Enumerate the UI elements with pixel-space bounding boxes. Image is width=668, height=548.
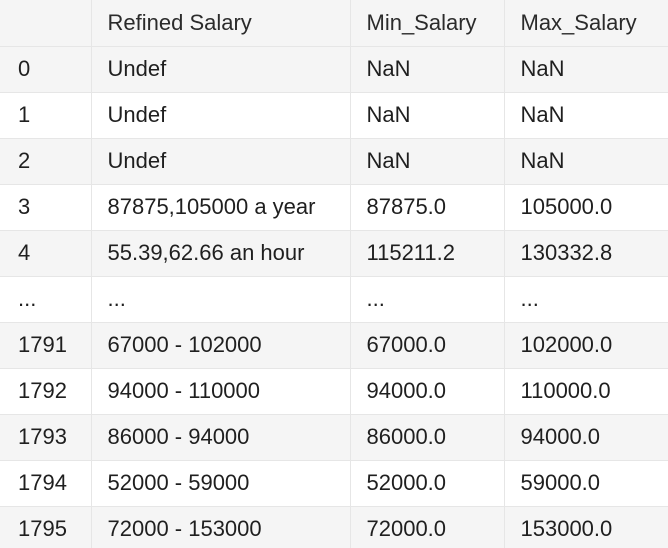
table-row: 1791 67000 - 102000 67000.0 102000.0 <box>0 322 668 369</box>
min-salary-cell: 86000.0 <box>350 414 505 461</box>
refined-salary-cell: 86000 - 94000 <box>91 414 351 461</box>
table-row: 1795 72000 - 153000 72000.0 153000.0 <box>0 506 668 548</box>
table-row: 2 Undef NaN NaN <box>0 138 668 185</box>
table-row: 1792 94000 - 110000 94000.0 110000.0 <box>0 368 668 415</box>
refined-salary-cell: 52000 - 59000 <box>91 460 351 507</box>
refined-salary-cell: 67000 - 102000 <box>91 322 351 369</box>
min-salary-cell: 72000.0 <box>350 506 505 548</box>
table-row: 1 Undef NaN NaN <box>0 92 668 139</box>
max-salary-cell: 153000.0 <box>504 506 668 548</box>
table-body: 0 Undef NaN NaN 1 Undef NaN NaN 2 Undef … <box>0 46 668 548</box>
row-index: ... <box>0 276 92 323</box>
table-header: Refined Salary Min_Salary Max_Salary <box>0 0 668 47</box>
index-header <box>0 0 92 47</box>
refined-salary-cell: 94000 - 110000 <box>91 368 351 415</box>
column-header-min-salary: Min_Salary <box>350 0 505 47</box>
column-header-refined-salary: Refined Salary <box>91 0 351 47</box>
max-salary-cell: 130332.8 <box>504 230 668 277</box>
header-row: Refined Salary Min_Salary Max_Salary <box>0 0 668 47</box>
max-salary-cell: NaN <box>504 92 668 139</box>
row-index: 4 <box>0 230 92 277</box>
max-salary-cell: ... <box>504 276 668 323</box>
row-index: 2 <box>0 138 92 185</box>
row-index: 1792 <box>0 368 92 415</box>
min-salary-cell: NaN <box>350 138 505 185</box>
table-row: 0 Undef NaN NaN <box>0 46 668 93</box>
table-row: 4 55.39,62.66 an hour 115211.2 130332.8 <box>0 230 668 277</box>
min-salary-cell: ... <box>350 276 505 323</box>
row-index: 3 <box>0 184 92 231</box>
min-salary-cell: NaN <box>350 92 505 139</box>
max-salary-cell: 105000.0 <box>504 184 668 231</box>
min-salary-cell: 52000.0 <box>350 460 505 507</box>
row-index: 0 <box>0 46 92 93</box>
row-index: 1795 <box>0 506 92 548</box>
min-salary-cell: 115211.2 <box>350 230 505 277</box>
max-salary-cell: 102000.0 <box>504 322 668 369</box>
row-index: 1793 <box>0 414 92 461</box>
max-salary-cell: 94000.0 <box>504 414 668 461</box>
table-row: 1793 86000 - 94000 86000.0 94000.0 <box>0 414 668 461</box>
min-salary-cell: 87875.0 <box>350 184 505 231</box>
refined-salary-cell: Undef <box>91 92 351 139</box>
refined-salary-cell: 72000 - 153000 <box>91 506 351 548</box>
refined-salary-cell: Undef <box>91 46 351 93</box>
column-header-max-salary: Max_Salary <box>504 0 668 47</box>
row-index: 1 <box>0 92 92 139</box>
min-salary-cell: NaN <box>350 46 505 93</box>
min-salary-cell: 94000.0 <box>350 368 505 415</box>
refined-salary-cell: Undef <box>91 138 351 185</box>
refined-salary-cell: 55.39,62.66 an hour <box>91 230 351 277</box>
min-salary-cell: 67000.0 <box>350 322 505 369</box>
max-salary-cell: 59000.0 <box>504 460 668 507</box>
max-salary-cell: NaN <box>504 46 668 93</box>
table-row: 3 87875,105000 a year 87875.0 105000.0 <box>0 184 668 231</box>
max-salary-cell: 110000.0 <box>504 368 668 415</box>
max-salary-cell: NaN <box>504 138 668 185</box>
table-row: 1794 52000 - 59000 52000.0 59000.0 <box>0 460 668 507</box>
refined-salary-cell: ... <box>91 276 351 323</box>
row-index: 1791 <box>0 322 92 369</box>
row-index: 1794 <box>0 460 92 507</box>
ellipsis-row: ... ... ... ... <box>0 276 668 323</box>
refined-salary-cell: 87875,105000 a year <box>91 184 351 231</box>
